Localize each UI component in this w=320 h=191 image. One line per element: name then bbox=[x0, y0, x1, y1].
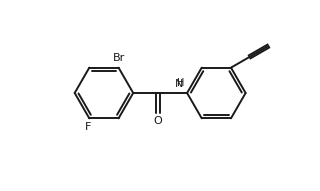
Text: F: F bbox=[84, 122, 91, 132]
Text: O: O bbox=[154, 116, 162, 126]
Text: N: N bbox=[174, 79, 183, 89]
Text: Br: Br bbox=[113, 53, 125, 63]
Text: H: H bbox=[177, 78, 185, 88]
